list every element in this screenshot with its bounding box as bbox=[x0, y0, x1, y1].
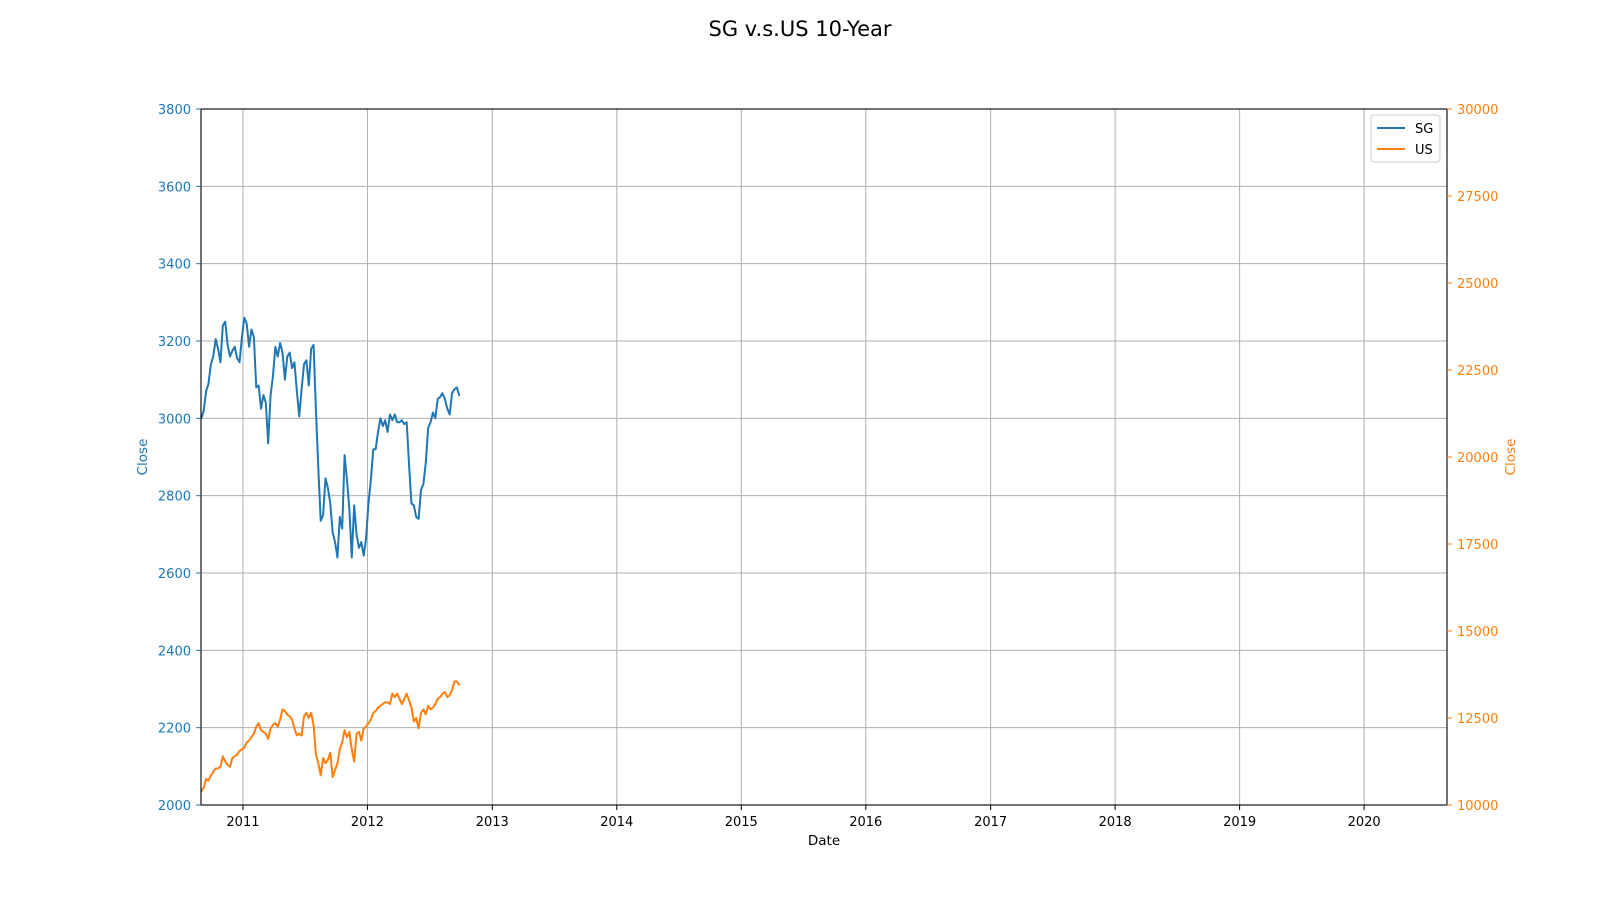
chart-title: SG v.s.US 10-Year bbox=[708, 17, 891, 41]
x-tick-label: 2016 bbox=[849, 815, 882, 830]
y-left-tick-label: 2000 bbox=[158, 799, 191, 814]
y-left-tick-label: 3200 bbox=[158, 335, 191, 350]
y-right-tick-label: 15000 bbox=[1457, 625, 1498, 640]
y-right-axis: 10000 12500 15000 17500 20000 22500 25000 27500… bbox=[1447, 103, 1498, 814]
x-tick-label: 2018 bbox=[1099, 815, 1132, 830]
y-left-tick-label: 3600 bbox=[158, 180, 191, 195]
y-right-tick-label: 10000 bbox=[1457, 799, 1498, 814]
y-right-tick-label: 25000 bbox=[1457, 277, 1498, 292]
x-tick-label: 2012 bbox=[351, 815, 384, 830]
x-axis: 2011 2012 2013 2014 2015 2016 2017 2018 2019 2020 bbox=[226, 805, 1381, 830]
x-tick-label: 2017 bbox=[974, 815, 1007, 830]
y-left-tick-label: 2600 bbox=[158, 567, 191, 582]
y-right-tick-label: 30000 bbox=[1457, 103, 1498, 118]
series-line-us bbox=[200, 680, 461, 793]
y-right-tick-label: 12500 bbox=[1457, 712, 1498, 727]
legend-label-us: US bbox=[1415, 143, 1433, 158]
x-tick-label: 2019 bbox=[1223, 815, 1256, 830]
y-left-tick-label: 2200 bbox=[158, 722, 191, 737]
y-left-tick-label: 2400 bbox=[158, 644, 191, 659]
y-right-tick-label: 27500 bbox=[1457, 190, 1498, 205]
legend: SG US bbox=[1370, 114, 1441, 163]
x-tick-label: 2020 bbox=[1348, 815, 1381, 830]
x-axis-label: Date bbox=[808, 833, 840, 849]
x-tick-label: 2011 bbox=[226, 815, 259, 830]
y-right-axis-label: Close bbox=[1503, 439, 1519, 476]
y-left-tick-label: 3400 bbox=[158, 258, 191, 273]
series-line-sg bbox=[200, 316, 461, 559]
y-right-tick-label: 17500 bbox=[1457, 538, 1498, 553]
y-right-tick-label: 20000 bbox=[1457, 451, 1498, 466]
y-right-tick-label: 22500 bbox=[1457, 364, 1498, 379]
x-tick-label: 2015 bbox=[725, 815, 758, 830]
legend-label-sg: SG bbox=[1415, 122, 1433, 137]
legend-box bbox=[1370, 114, 1441, 163]
y-left-axis: 2000 2200 2400 2600 2800 3000 3200 3400 3600 3800 bbox=[158, 103, 201, 814]
y-left-axis-label: Close bbox=[135, 439, 151, 476]
y-left-tick-label: 3800 bbox=[158, 103, 191, 118]
x-tick-label: 2014 bbox=[600, 815, 633, 830]
series-layer bbox=[200, 316, 461, 793]
y-left-tick-label: 2800 bbox=[158, 490, 191, 505]
x-tick-label: 2013 bbox=[476, 815, 509, 830]
y-left-tick-label: 3000 bbox=[158, 412, 191, 427]
